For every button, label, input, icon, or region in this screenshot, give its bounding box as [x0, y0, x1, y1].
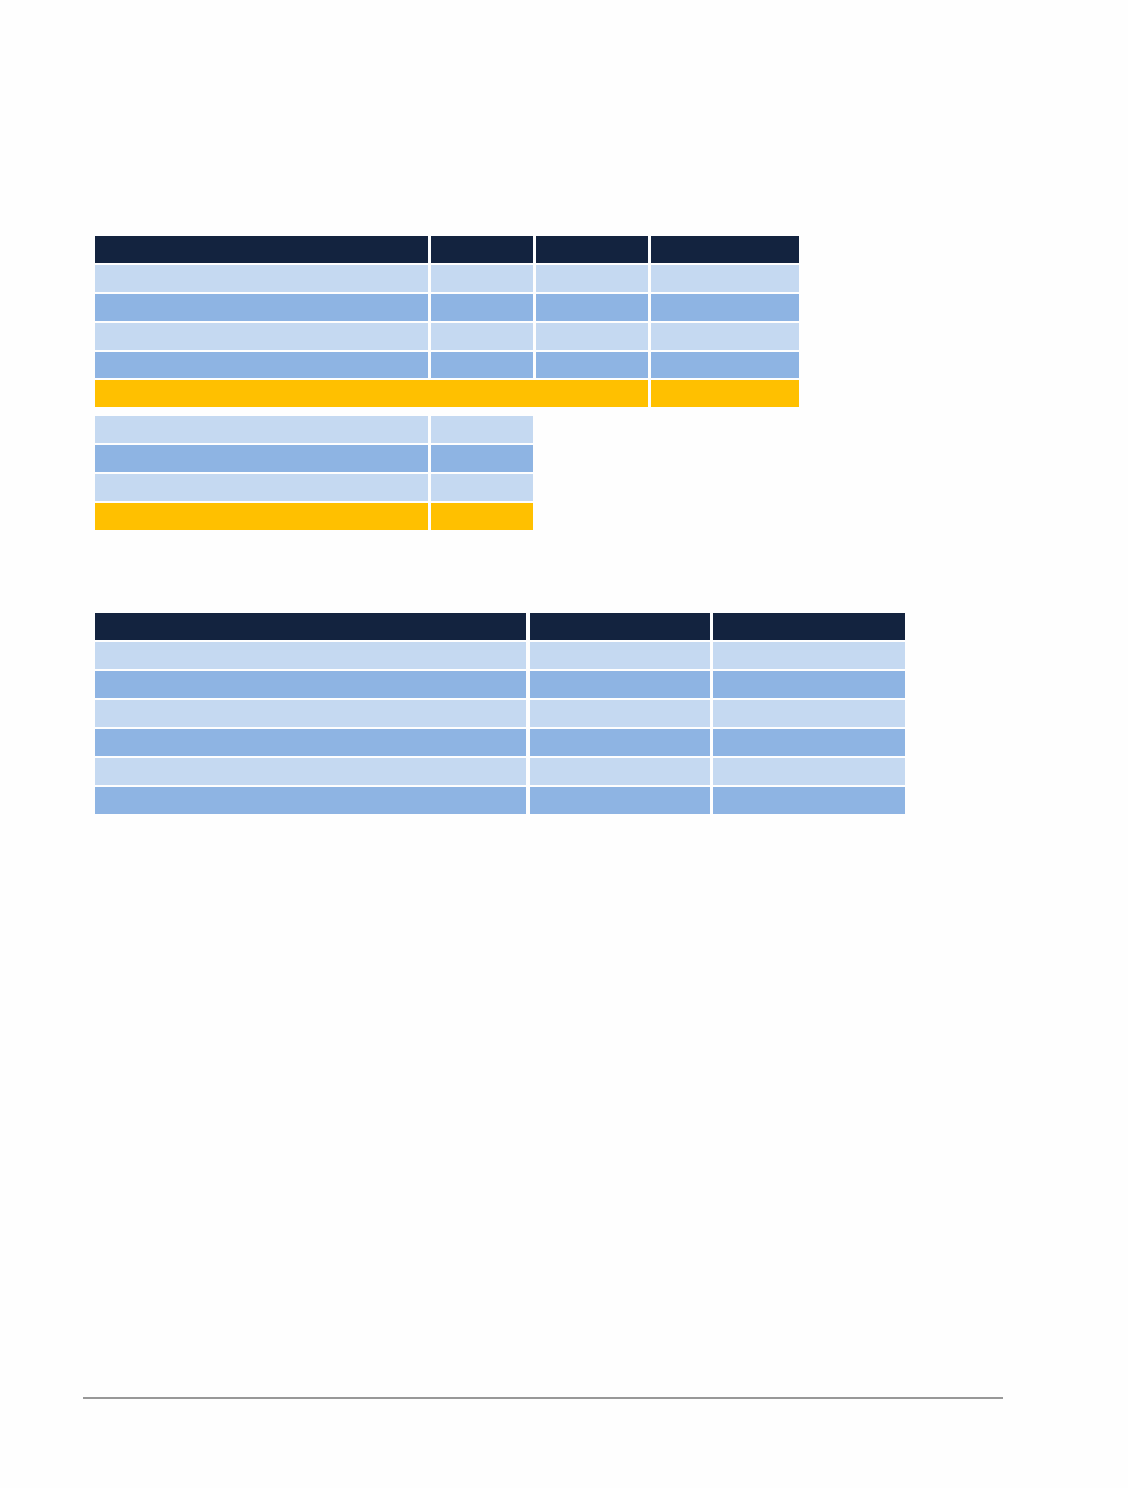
header-cell — [651, 236, 799, 263]
table-cell — [95, 294, 428, 321]
table-cell — [536, 294, 648, 321]
table-cell — [713, 700, 905, 727]
table-cell — [431, 352, 533, 378]
header-cell — [536, 236, 648, 263]
table-cell — [651, 352, 799, 378]
table-cell — [651, 265, 799, 292]
total-cell — [95, 380, 648, 407]
table-cell — [651, 294, 799, 321]
table-cell — [530, 787, 710, 814]
table-cell — [713, 758, 905, 785]
table-cell — [431, 474, 533, 501]
table-cell — [95, 758, 526, 785]
table-cell — [713, 671, 905, 698]
table-two — [95, 416, 533, 530]
table-cell — [530, 700, 710, 727]
table-cell — [536, 323, 648, 350]
header-cell — [530, 613, 710, 640]
header-cell — [431, 236, 533, 263]
table-cell — [95, 352, 428, 378]
table-cell — [651, 323, 799, 350]
table-cell — [431, 445, 533, 472]
table-cell — [431, 323, 533, 350]
table-cell — [713, 642, 905, 669]
table-cell — [713, 729, 905, 756]
table-cell — [713, 787, 905, 814]
header-cell — [713, 613, 905, 640]
table-cell — [95, 671, 526, 698]
table-cell — [530, 642, 710, 669]
table-cell — [95, 445, 428, 472]
table-cell — [536, 265, 648, 292]
table-three — [95, 613, 905, 814]
table-cell — [530, 729, 710, 756]
header-cell — [95, 236, 428, 263]
table-cell — [95, 700, 526, 727]
table-cell — [95, 787, 526, 814]
table-cell — [95, 323, 428, 350]
table-cell — [536, 352, 648, 378]
table-cell — [431, 294, 533, 321]
table-cell — [95, 265, 428, 292]
table-one — [95, 236, 799, 407]
table-cell — [95, 474, 428, 501]
table-cell — [95, 642, 526, 669]
table-cell — [95, 416, 428, 443]
table-cell — [95, 729, 526, 756]
header-cell — [95, 613, 526, 640]
total-cell — [95, 503, 428, 530]
table-cell — [431, 416, 533, 443]
total-cell — [651, 380, 799, 407]
table-cell — [530, 758, 710, 785]
total-cell — [431, 503, 533, 530]
table-cell — [431, 265, 533, 292]
table-cell — [530, 671, 710, 698]
